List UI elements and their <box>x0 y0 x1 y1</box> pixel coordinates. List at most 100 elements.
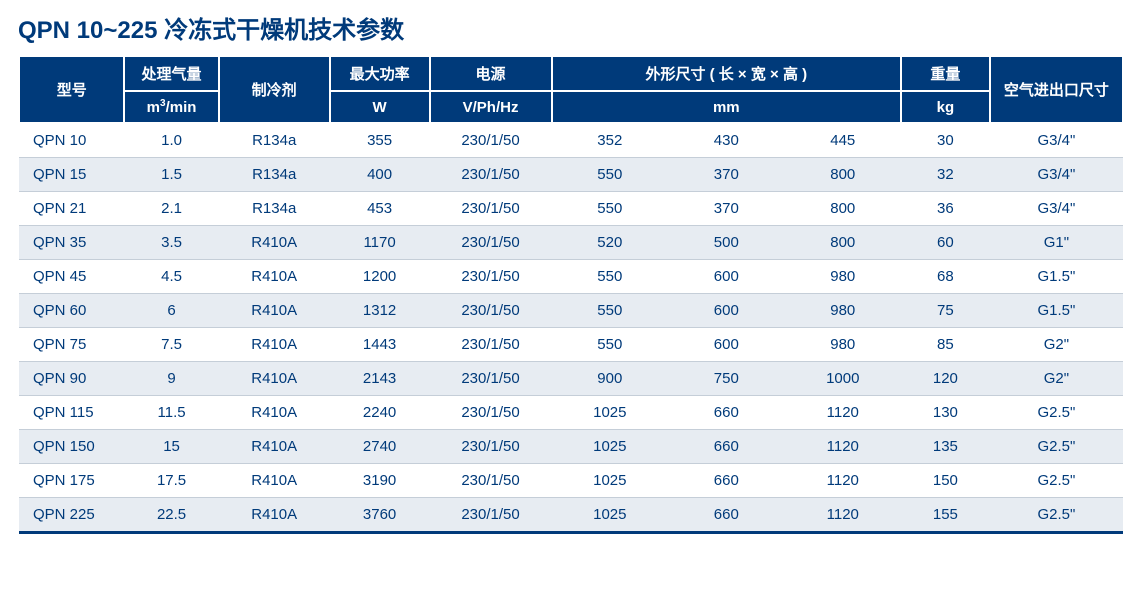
cell-volt: 230/1/50 <box>430 362 552 396</box>
cell-model: QPN 45 <box>19 260 124 294</box>
cell-d2: 600 <box>668 294 784 328</box>
cell-d2: 660 <box>668 396 784 430</box>
cell-volt: 230/1/50 <box>430 430 552 464</box>
cell-d1: 550 <box>552 192 668 226</box>
cell-d1: 520 <box>552 226 668 260</box>
cell-d2: 660 <box>668 464 784 498</box>
cell-wt: 135 <box>901 430 990 464</box>
cell-d1: 550 <box>552 328 668 362</box>
cell-model: QPN 10 <box>19 123 124 158</box>
cell-volt: 230/1/50 <box>430 464 552 498</box>
header-voltage: 电源 <box>430 56 552 91</box>
table-header: 型号 处理气量 制冷剂 最大功率 电源 外形尺寸 ( 长 × 宽 × 高 ) 重… <box>19 56 1123 123</box>
cell-air: 7.5 <box>124 328 218 362</box>
spec-table: 型号 处理气量 制冷剂 最大功率 电源 外形尺寸 ( 长 × 宽 × 高 ) 重… <box>18 55 1124 534</box>
table-row: QPN 454.5R410A1200230/1/5055060098068G1.… <box>19 260 1123 294</box>
table-row: QPN 17517.5R410A3190230/1/50102566011201… <box>19 464 1123 498</box>
cell-air: 4.5 <box>124 260 218 294</box>
cell-volt: 230/1/50 <box>430 123 552 158</box>
header-airflow: 处理气量 <box>124 56 218 91</box>
cell-model: QPN 21 <box>19 192 124 226</box>
cell-d1: 1025 <box>552 430 668 464</box>
cell-model: QPN 175 <box>19 464 124 498</box>
cell-ref: R134a <box>219 158 330 192</box>
cell-volt: 230/1/50 <box>430 498 552 533</box>
cell-wt: 30 <box>901 123 990 158</box>
cell-ref: R410A <box>219 362 330 396</box>
cell-model: QPN 90 <box>19 362 124 396</box>
cell-ref: R410A <box>219 260 330 294</box>
cell-ref: R410A <box>219 396 330 430</box>
cell-port: G3/4" <box>990 158 1123 192</box>
cell-model: QPN 150 <box>19 430 124 464</box>
cell-wt: 36 <box>901 192 990 226</box>
cell-port: G3/4" <box>990 123 1123 158</box>
cell-port: G2.5" <box>990 396 1123 430</box>
cell-d2: 660 <box>668 498 784 533</box>
table-body: QPN 101.0R134a355230/1/5035243044530G3/4… <box>19 123 1123 533</box>
cell-volt: 230/1/50 <box>430 294 552 328</box>
cell-pow: 1170 <box>330 226 430 260</box>
cell-d3: 1120 <box>785 396 901 430</box>
cell-volt: 230/1/50 <box>430 192 552 226</box>
header-port: 空气进出口尺寸 <box>990 56 1123 123</box>
cell-volt: 230/1/50 <box>430 328 552 362</box>
table-row: QPN 606R410A1312230/1/5055060098075G1.5" <box>19 294 1123 328</box>
cell-wt: 85 <box>901 328 990 362</box>
cell-volt: 230/1/50 <box>430 260 552 294</box>
cell-pow: 3760 <box>330 498 430 533</box>
cell-ref: R410A <box>219 430 330 464</box>
cell-d2: 370 <box>668 192 784 226</box>
table-row: QPN 909R410A2143230/1/509007501000120G2" <box>19 362 1123 396</box>
header-dimensions: 外形尺寸 ( 长 × 宽 × 高 ) <box>552 56 901 91</box>
cell-port: G2.5" <box>990 430 1123 464</box>
cell-d1: 550 <box>552 158 668 192</box>
cell-ref: R410A <box>219 498 330 533</box>
cell-model: QPN 35 <box>19 226 124 260</box>
cell-d1: 1025 <box>552 396 668 430</box>
header-maxpower: 最大功率 <box>330 56 430 91</box>
cell-d3: 980 <box>785 294 901 328</box>
cell-volt: 230/1/50 <box>430 396 552 430</box>
cell-port: G2.5" <box>990 464 1123 498</box>
cell-air: 1.0 <box>124 123 218 158</box>
cell-port: G2" <box>990 362 1123 396</box>
header-weight: 重量 <box>901 56 990 91</box>
cell-d1: 550 <box>552 260 668 294</box>
cell-d2: 750 <box>668 362 784 396</box>
cell-port: G2.5" <box>990 498 1123 533</box>
table-row: QPN 212.1R134a453230/1/5055037080036G3/4… <box>19 192 1123 226</box>
cell-air: 15 <box>124 430 218 464</box>
cell-air: 6 <box>124 294 218 328</box>
cell-pow: 355 <box>330 123 430 158</box>
cell-model: QPN 115 <box>19 396 124 430</box>
header-dimensions-unit: mm <box>552 91 901 123</box>
table-row: QPN 353.5R410A1170230/1/5052050080060G1" <box>19 226 1123 260</box>
cell-wt: 155 <box>901 498 990 533</box>
cell-pow: 3190 <box>330 464 430 498</box>
cell-pow: 1443 <box>330 328 430 362</box>
cell-d3: 1120 <box>785 498 901 533</box>
cell-wt: 32 <box>901 158 990 192</box>
cell-ref: R134a <box>219 192 330 226</box>
cell-air: 9 <box>124 362 218 396</box>
cell-d1: 550 <box>552 294 668 328</box>
header-maxpower-unit: W <box>330 91 430 123</box>
cell-port: G2" <box>990 328 1123 362</box>
cell-port: G3/4" <box>990 192 1123 226</box>
cell-wt: 68 <box>901 260 990 294</box>
cell-d1: 352 <box>552 123 668 158</box>
cell-d3: 800 <box>785 226 901 260</box>
cell-d2: 430 <box>668 123 784 158</box>
cell-d3: 800 <box>785 158 901 192</box>
cell-air: 1.5 <box>124 158 218 192</box>
cell-pow: 453 <box>330 192 430 226</box>
cell-wt: 75 <box>901 294 990 328</box>
cell-wt: 120 <box>901 362 990 396</box>
cell-wt: 60 <box>901 226 990 260</box>
cell-d2: 600 <box>668 328 784 362</box>
cell-air: 2.1 <box>124 192 218 226</box>
cell-volt: 230/1/50 <box>430 158 552 192</box>
header-voltage-unit: V/Ph/Hz <box>430 91 552 123</box>
cell-wt: 130 <box>901 396 990 430</box>
